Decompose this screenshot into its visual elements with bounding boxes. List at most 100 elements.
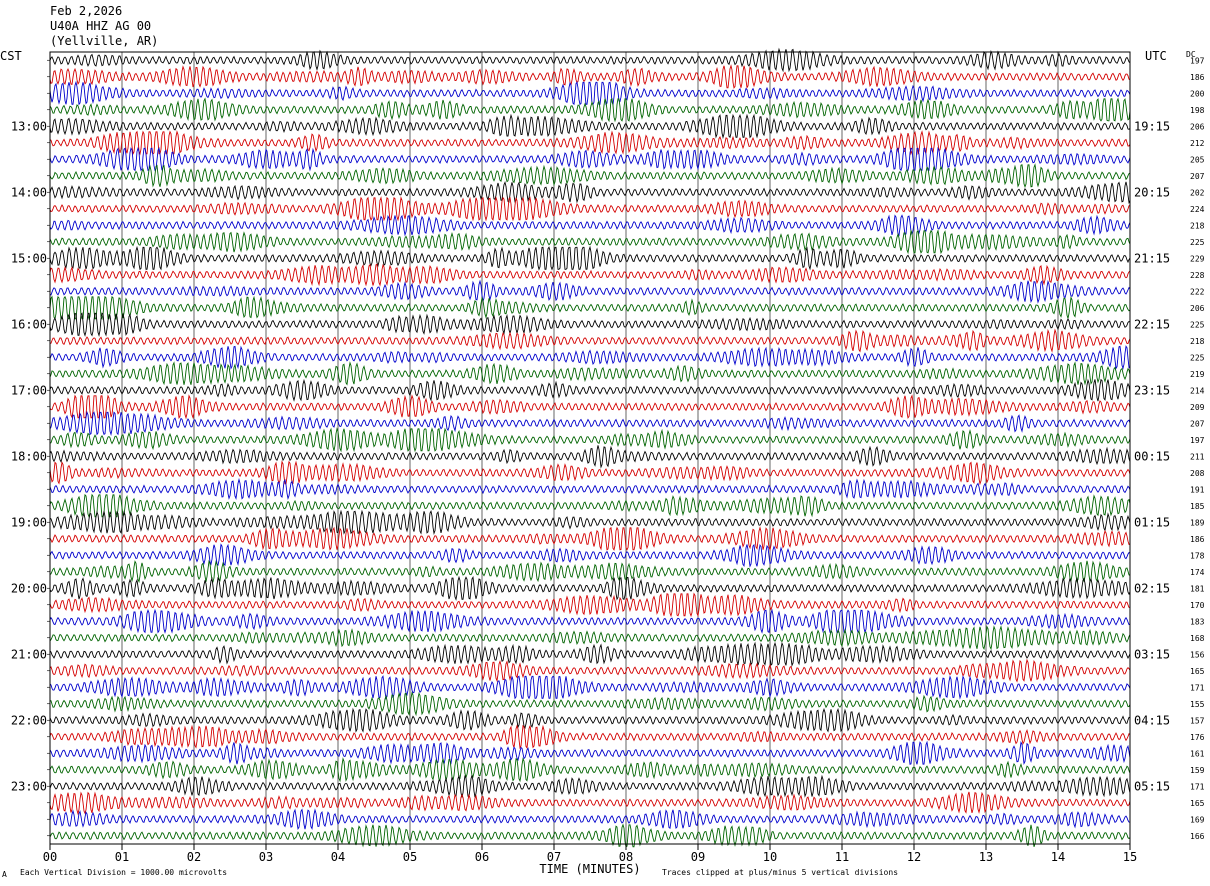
dc-header: DC <box>1186 50 1196 59</box>
dc-offset-label: 208 <box>1190 469 1205 478</box>
seismic-trace <box>49 214 1131 237</box>
seismic-trace <box>49 295 1131 321</box>
seismic-trace <box>49 427 1131 453</box>
dc-offset-label: 161 <box>1190 749 1205 758</box>
dc-offset-label: 170 <box>1190 601 1205 610</box>
dc-offset-label: 225 <box>1190 320 1205 329</box>
dc-offset-label: 186 <box>1190 73 1205 82</box>
dc-offset-label: 176 <box>1190 733 1205 742</box>
seismic-trace <box>49 823 1131 848</box>
dc-offset-label: 218 <box>1190 337 1205 346</box>
utc-hour-label: 19:15 <box>1134 119 1170 133</box>
utc-hour-label: 23:15 <box>1134 383 1170 397</box>
seismic-trace <box>49 445 1131 469</box>
seismic-trace <box>49 263 1131 287</box>
seismic-trace <box>49 691 1131 717</box>
x-tick-label: 10 <box>763 850 777 864</box>
dc-offset-label: 157 <box>1190 716 1205 725</box>
dc-offset-label: 186 <box>1190 535 1205 544</box>
plot-grid <box>121 52 1059 844</box>
utc-hour-label: 04:15 <box>1134 713 1170 727</box>
plot-date: Feb 2,2026 <box>50 4 123 18</box>
x-tick-label: 11 <box>835 850 849 864</box>
x-axis-title: TIME (MINUTES) <box>539 862 640 876</box>
cst-hour-label: 19:00 <box>11 515 47 529</box>
seismic-trace <box>49 64 1131 89</box>
seismic-trace <box>49 559 1131 584</box>
footer-mark: A <box>2 870 7 879</box>
dc-offset-label: 225 <box>1190 238 1205 247</box>
dc-offset-label: 165 <box>1190 667 1205 676</box>
station-location: (Yellville, AR) <box>50 34 159 48</box>
scale-note: Each Vertical Division = 1000.00 microvo… <box>20 868 228 877</box>
dc-offset-label: 169 <box>1190 815 1205 824</box>
dc-offset-label: 198 <box>1190 106 1205 115</box>
x-tick-label: 08 <box>619 850 633 864</box>
dc-offset-label: 225 <box>1190 353 1205 362</box>
dc-offset-label: 189 <box>1190 518 1205 527</box>
x-tick-label: 06 <box>475 850 489 864</box>
seismic-trace <box>49 724 1131 750</box>
seismic-trace <box>49 460 1131 486</box>
seismic-trace <box>49 394 1131 420</box>
cst-label: CST <box>0 49 22 63</box>
utc-hour-label: 22:15 <box>1134 317 1170 331</box>
cst-hour-label: 15:00 <box>11 251 47 265</box>
seismic-trace <box>49 130 1131 156</box>
seismic-trace <box>49 658 1131 683</box>
seismic-trace <box>49 328 1131 353</box>
seismic-trace <box>49 740 1131 766</box>
seismic-trace <box>49 791 1131 816</box>
dc-offset-label: 222 <box>1190 287 1205 296</box>
dc-offset-label: 206 <box>1190 122 1205 131</box>
seismic-trace <box>49 229 1131 255</box>
dc-offset-label: 197 <box>1190 436 1205 445</box>
clip-note: Traces clipped at plus/minus 5 vertical … <box>662 868 899 877</box>
utc-hour-label: 05:15 <box>1134 779 1170 793</box>
seismic-trace <box>49 345 1131 370</box>
cst-hour-label: 21:00 <box>11 647 47 661</box>
seismic-trace <box>49 378 1131 402</box>
cst-hour-label: 14:00 <box>11 185 47 199</box>
cst-hour-label: 13:00 <box>11 119 47 133</box>
seismic-trace <box>49 361 1131 386</box>
seismic-trace <box>49 575 1131 601</box>
cst-hour-label: 17:00 <box>11 383 47 397</box>
x-tick-label: 00 <box>43 850 57 864</box>
utc-hour-label: 21:15 <box>1134 251 1170 265</box>
x-tick-label: 01 <box>115 850 129 864</box>
cst-hour-label: 20:00 <box>11 581 47 595</box>
seismic-trace <box>49 774 1131 798</box>
dc-offset-label: 197 <box>1190 56 1205 65</box>
seismic-trace <box>49 493 1131 519</box>
x-tick-label: 02 <box>187 850 201 864</box>
seismic-trace <box>49 543 1131 568</box>
dc-offset-label: 178 <box>1190 551 1205 560</box>
dc-offset-label: 155 <box>1190 700 1205 709</box>
axis-labels: 00 01 02 03 04 05 06 07 08 09 10 11 12 13 14 15 197 186 20… <box>11 56 1205 864</box>
seismic-trace <box>49 608 1131 635</box>
dc-offset-label: 207 <box>1190 419 1205 428</box>
seismic-trace <box>49 80 1131 106</box>
dc-offset-label: 219 <box>1190 370 1205 379</box>
dc-offset-label: 200 <box>1190 89 1205 98</box>
dc-offset-label: 212 <box>1190 139 1205 148</box>
dc-offset-label: 205 <box>1190 155 1205 164</box>
dc-offset-label: 181 <box>1190 584 1205 593</box>
dc-offset-label: 159 <box>1190 766 1205 775</box>
dc-offset-label: 202 <box>1190 188 1205 197</box>
seismic-trace <box>49 641 1131 667</box>
seismic-trace <box>49 477 1131 501</box>
dc-offset-label: 207 <box>1190 172 1205 181</box>
dc-offset-label: 218 <box>1190 221 1205 230</box>
dc-offset-label: 165 <box>1190 799 1205 808</box>
seismic-trace <box>49 410 1131 437</box>
seismic-trace <box>49 312 1131 337</box>
utc-hour-label: 02:15 <box>1134 581 1170 595</box>
dc-offset-label: 206 <box>1190 304 1205 313</box>
seismic-trace <box>49 757 1131 783</box>
x-tick-label: 13 <box>979 850 993 864</box>
dc-offset-label: 156 <box>1190 650 1205 659</box>
dc-offset-label: 191 <box>1190 485 1205 494</box>
